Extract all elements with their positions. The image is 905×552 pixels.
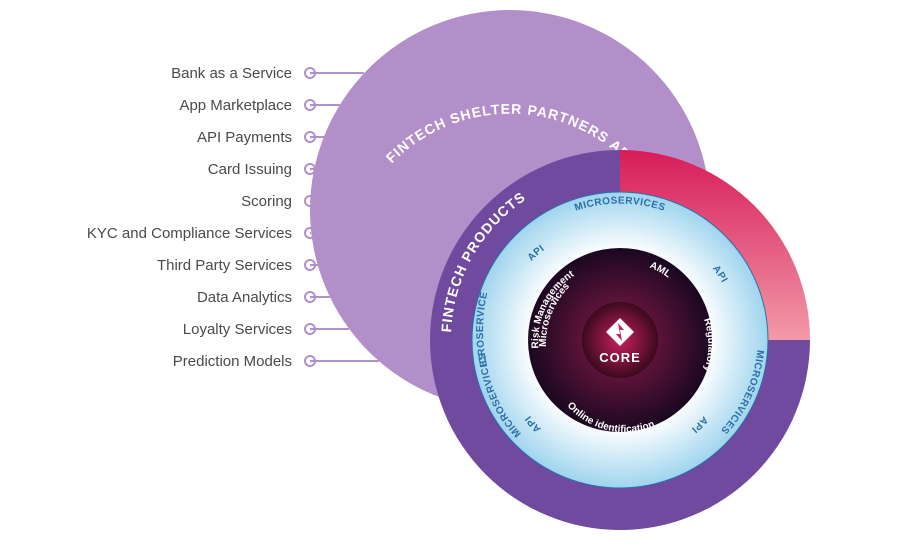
list-item: Card Issuing (0, 153, 310, 185)
list-item: Bank as a Service (0, 57, 310, 89)
list-item-label: Bank as a Service (171, 65, 310, 82)
list-connector (310, 168, 314, 170)
list-item-label: Card Issuing (208, 161, 310, 178)
list-item-label: App Marketplace (179, 97, 310, 114)
list-connector (310, 328, 349, 330)
list-connector (310, 296, 330, 298)
list-item: API Payments (0, 121, 310, 153)
list-item-label: Loyalty Services (183, 321, 310, 338)
list-item: Scoring (0, 185, 310, 217)
core-label: CORE (599, 350, 641, 365)
list-item: Data Analytics (0, 281, 310, 313)
list-connector (310, 264, 318, 266)
list-item-label: API Payments (197, 129, 310, 146)
list-item: KYC and Compliance Services (0, 217, 310, 249)
list-item: Third Party Services (0, 249, 310, 281)
list-item: Loyalty Services (0, 313, 310, 345)
list-item: Prediction Models (0, 345, 310, 377)
architecture-diagram: FINTECH SHELTER PARTNERS API FINTECH PRO… (300, 0, 905, 552)
list-item-label: KYC and Compliance Services (87, 225, 310, 242)
list-connector (310, 360, 379, 362)
list-connector (310, 72, 364, 74)
list-connector (310, 136, 324, 138)
list-connector (310, 232, 311, 234)
list-item: App Marketplace (0, 89, 310, 121)
list-connector (310, 104, 340, 106)
list-item-label: Third Party Services (157, 257, 310, 274)
feature-list: Bank as a Service App Marketplace API Paym… (0, 57, 310, 377)
list-item-label: Data Analytics (197, 289, 310, 306)
list-item-label: Prediction Models (173, 353, 310, 370)
